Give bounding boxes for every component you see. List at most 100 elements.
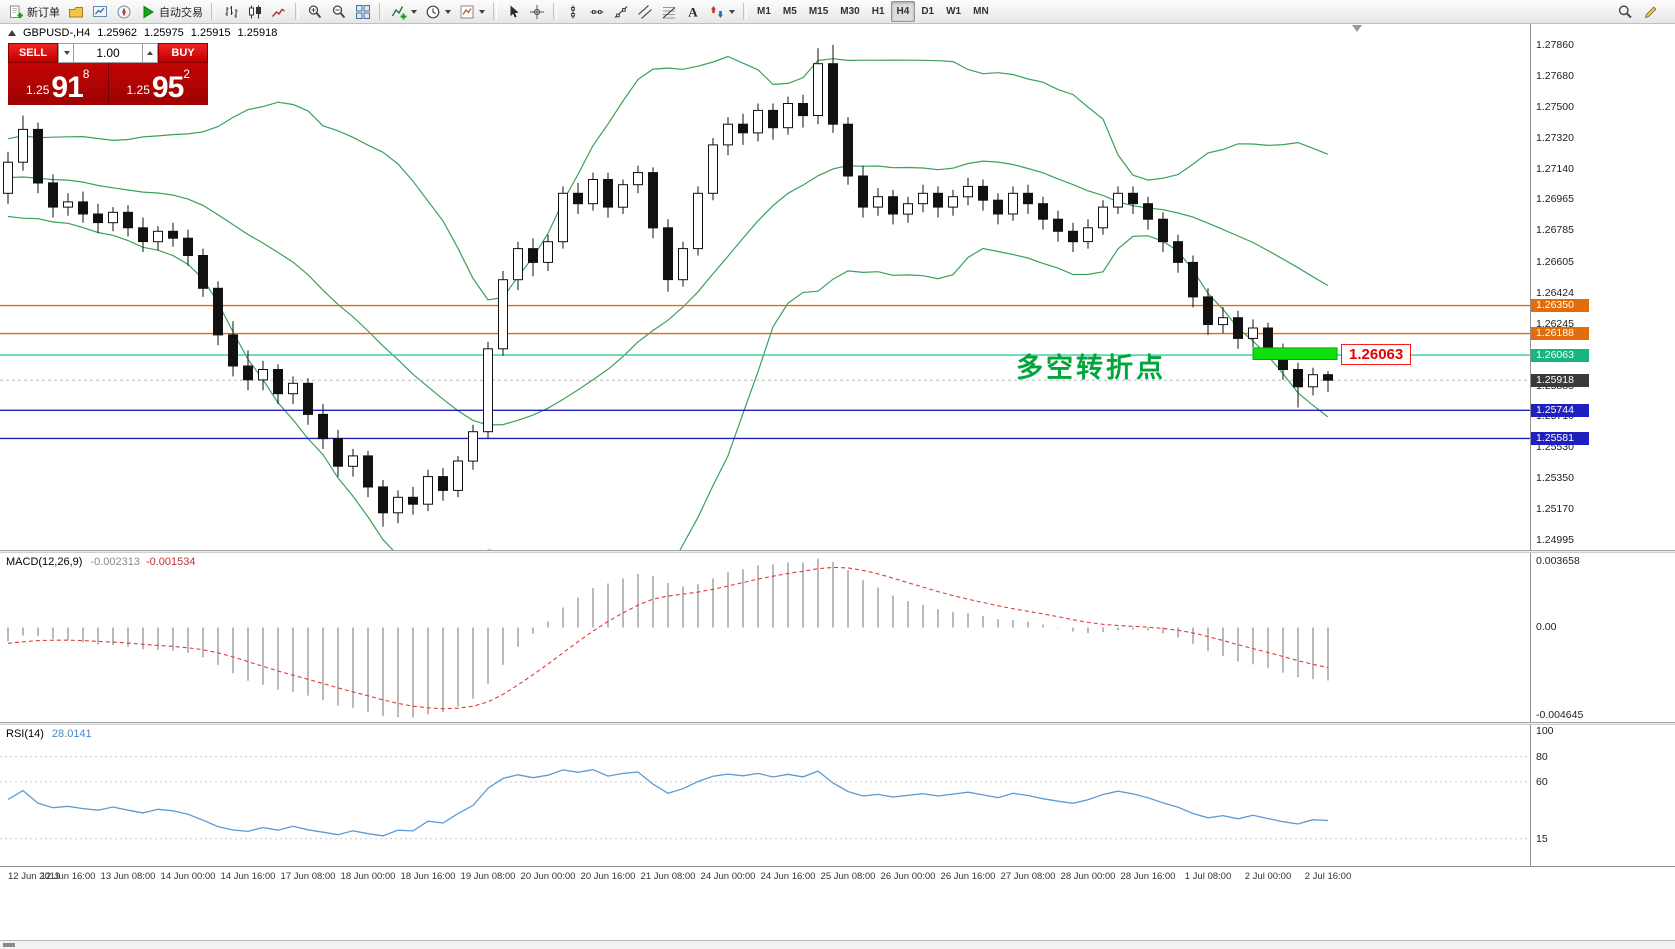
bar-chart-button[interactable]: [219, 1, 243, 22]
rsi-value: 28.0141: [51, 728, 92, 740]
chevron-down-icon: [411, 9, 417, 14]
toolbar-separator: [295, 3, 299, 20]
toolbar-separator: [743, 3, 747, 20]
one-click-trading-panel: SELL BUY 1.25 91 8 1.25 95 2: [8, 43, 208, 105]
profiles-button[interactable]: [64, 1, 88, 22]
caret-down-icon: [63, 51, 70, 55]
toolbar-separator: [379, 3, 383, 20]
time-axis-label: 18 Jun 16:00: [400, 871, 456, 882]
crosshair-button[interactable]: [525, 1, 549, 22]
search-button[interactable]: [1613, 1, 1637, 22]
fibonacci-button[interactable]: [657, 1, 681, 22]
sell-button[interactable]: SELL: [8, 43, 58, 63]
zoom-in-button[interactable]: [303, 1, 327, 22]
autotrading-button[interactable]: 自动交易: [136, 1, 207, 22]
volume-decrease-button[interactable]: [58, 43, 74, 63]
timeframe-m30-button[interactable]: M30: [834, 1, 865, 22]
main-chart-canvas[interactable]: [0, 24, 1675, 550]
timeframe-m15-button[interactable]: M15: [803, 1, 834, 22]
buy-price-pips: 95: [151, 70, 184, 104]
time-axis-label: 24 Jun 16:00: [760, 871, 816, 882]
timeframe-m15-button-label: M15: [808, 6, 829, 17]
timeframe-w1-button[interactable]: W1: [940, 1, 967, 22]
timeframe-h1-button[interactable]: H1: [866, 1, 891, 22]
macd-signal-value: -0.001534: [145, 556, 196, 568]
sell-price-display[interactable]: 1.25 91 8: [8, 63, 108, 105]
svg-text:A: A: [688, 4, 698, 19]
timeframe-w1-button-label: W1: [946, 6, 962, 17]
periods-button[interactable]: [421, 1, 455, 22]
zoom-out-button[interactable]: [327, 1, 351, 22]
price-scale-axis[interactable]: [1530, 24, 1531, 866]
pane-splitter[interactable]: [0, 550, 1675, 553]
timeframe-mn-button[interactable]: MN: [967, 1, 995, 22]
timeframe-d1-button[interactable]: D1: [915, 1, 940, 22]
timeframe-m1-button[interactable]: M1: [751, 1, 777, 22]
indicators-button[interactable]: [387, 1, 421, 22]
tile-windows-icon: [355, 4, 371, 20]
macd-indicator-label: MACD(12,26,9) -0.002313 -0.001534: [6, 556, 196, 568]
vertical-line-button[interactable]: [561, 1, 585, 22]
chart-shift-marker[interactable]: [1352, 25, 1362, 32]
one-click-collapse-icon[interactable]: [8, 30, 16, 36]
arrows-button[interactable]: [705, 1, 739, 22]
line-chart-button[interactable]: [267, 1, 291, 22]
time-axis-label: 26 Jun 16:00: [940, 871, 996, 882]
time-axis-label: 26 Jun 00:00: [880, 871, 936, 882]
time-axis-label: 2 Jul 16:00: [1304, 871, 1352, 882]
high-value: 1.25975: [144, 27, 184, 39]
low-value: 1.25915: [190, 27, 231, 39]
time-axis-label: 14 Jun 00:00: [160, 871, 216, 882]
main-toolbar: 新订单 自动交易 A M1 M5 M15 M30 H1 H4 D1 W1 MN: [0, 0, 1675, 24]
turning-point-rectangle[interactable]: [1252, 347, 1338, 360]
time-axis-label: 13 Jun 08:00: [100, 871, 156, 882]
toolbar-right-group: [1613, 1, 1671, 22]
time-axis-label: 28 Jun 00:00: [1060, 871, 1116, 882]
one-click-controls: SELL BUY: [8, 43, 208, 63]
time-scale[interactable]: 12 Jun 2019 12 Jun 16:00 13 Jun 08:00 14 Ju…: [0, 866, 1675, 887]
timeframe-m5-button[interactable]: M5: [777, 1, 803, 22]
volume-increase-button[interactable]: [142, 43, 158, 63]
toolbar-separator: [493, 3, 497, 20]
buy-button[interactable]: BUY: [158, 43, 208, 63]
candles-icon: [247, 4, 263, 20]
edit-icon: [1643, 4, 1659, 20]
trendline-button[interactable]: [609, 1, 633, 22]
symbol-period-label: GBPUSD-,H4: [23, 27, 91, 39]
templates-button[interactable]: [455, 1, 489, 22]
new-order-icon: [8, 4, 24, 20]
time-axis-label: 21 Jun 08:00: [640, 871, 696, 882]
buy-price-point: 2: [183, 67, 190, 81]
edit-button[interactable]: [1639, 1, 1663, 22]
horizontal-line-button[interactable]: [585, 1, 609, 22]
timeframe-h4-button[interactable]: H4: [890, 1, 916, 22]
volume-input[interactable]: [74, 43, 142, 63]
new-order-button[interactable]: 新订单: [4, 1, 64, 22]
bollinger-bands: [7, 55, 1329, 550]
channel-icon: [637, 4, 653, 20]
chevron-down-icon: [729, 9, 735, 14]
vline-icon: [565, 4, 581, 20]
candlestick-chart-button[interactable]: [243, 1, 267, 22]
buy-price-display[interactable]: 1.25 95 2: [108, 63, 208, 105]
arrows-icon: [709, 4, 725, 20]
tile-windows-button[interactable]: [351, 1, 375, 22]
sell-price-point: 8: [82, 67, 90, 81]
trendline-icon: [613, 4, 629, 20]
search-icon: [1617, 4, 1633, 20]
sell-price-figure: 1.25: [26, 83, 50, 97]
text-label-button[interactable]: A: [681, 1, 705, 22]
navigator-button[interactable]: [112, 1, 136, 22]
macd-pane-canvas[interactable]: [0, 553, 1675, 722]
channel-button[interactable]: [633, 1, 657, 22]
cursor-button[interactable]: [501, 1, 525, 22]
rsi-pane-canvas[interactable]: [0, 725, 1675, 864]
market-watch-button[interactable]: [88, 1, 112, 22]
status-strip: [0, 940, 1675, 949]
zoom-in-icon: [307, 4, 323, 20]
pane-splitter[interactable]: [0, 722, 1675, 725]
chevron-down-icon: [445, 9, 451, 14]
autotrading-icon: [140, 4, 156, 20]
cursor-icon: [505, 4, 521, 20]
bars-icon: [223, 4, 239, 20]
